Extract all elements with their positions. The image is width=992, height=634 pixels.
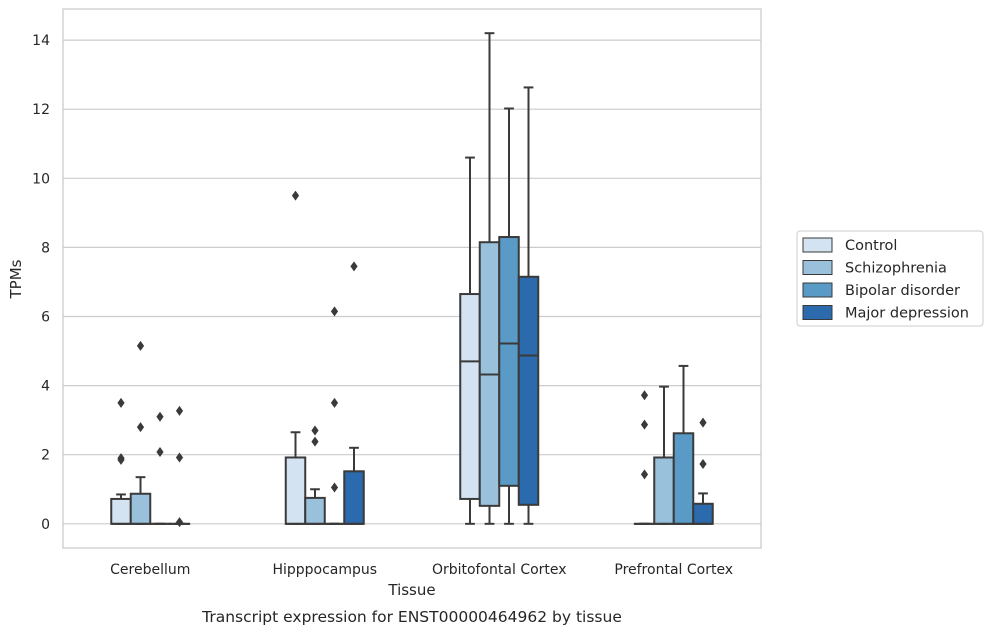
outlier-point: [699, 459, 707, 470]
box-rect: [304, 496, 326, 525]
plot-frame: [62, 8, 762, 549]
legend-swatch: [802, 260, 833, 275]
y-tick-label: 14: [32, 33, 50, 49]
legend-items: Control Schizophrenia Bipolar disorder Majo…: [802, 237, 969, 322]
outlier-point: [291, 190, 300, 201]
box-bipolar-disorder: [672, 364, 695, 525]
box-control: [284, 190, 307, 525]
outlier-point: [640, 390, 649, 401]
outlier-point: [117, 397, 125, 408]
x-tick-label: Orbitofontal Cortex: [432, 562, 567, 578]
grid-lines: [63, 39, 761, 525]
legend-frame: [796, 230, 984, 327]
x-tick-label: Cerebellum: [110, 562, 190, 578]
box-control: [633, 390, 656, 525]
box-control: [110, 397, 132, 525]
box-rect: [459, 293, 481, 500]
chart-caption: Transcript expression for ENST0000046496…: [201, 608, 622, 626]
box-rect: [517, 275, 540, 506]
box-bipolar-disorder: [498, 107, 520, 525]
y-tick-label: 0: [41, 517, 50, 533]
box-rect: [672, 432, 695, 525]
box-rect: [498, 236, 520, 487]
legend-swatch: [802, 305, 833, 320]
x-axis-title: Tissue: [387, 581, 435, 599]
outlier-point: [640, 469, 649, 480]
box-bipolar-disorder: [323, 306, 346, 525]
y-tick-label: 6: [41, 310, 50, 326]
legend-label: Control: [845, 238, 897, 254]
legend: Control Schizophrenia Bipolar disorder Majo…: [796, 230, 984, 327]
outlier-point: [175, 517, 184, 528]
outlier-point: [175, 452, 184, 463]
y-tick-label: 12: [32, 102, 50, 118]
box-major-depression: [692, 417, 714, 525]
outlier-point: [640, 419, 649, 430]
y-tick-label: 2: [41, 448, 50, 464]
x-tick-label: Hipppocampus: [272, 562, 377, 578]
outlier-point: [699, 417, 707, 428]
box-rect: [110, 497, 132, 525]
outlier-point: [350, 261, 358, 272]
box-rect: [653, 456, 675, 525]
outlier-point: [156, 411, 164, 422]
y-axis-title: TPMs: [7, 259, 25, 299]
box-schizophrenia: [304, 425, 326, 525]
outlier-point: [175, 405, 184, 416]
outlier-point: [136, 340, 145, 351]
box-major-depression: [517, 86, 540, 525]
outlier-point: [311, 425, 319, 436]
y-tick-label: 10: [32, 171, 50, 187]
box-major-depression: [168, 405, 191, 528]
legend-swatch: [802, 282, 833, 298]
box-schizophrenia: [653, 385, 675, 525]
outlier-point: [330, 306, 339, 317]
outlier-point: [136, 422, 145, 433]
box-major-depression: [343, 261, 365, 525]
outlier-point: [330, 397, 339, 408]
box-bipolar-disorder: [149, 411, 171, 525]
outlier-point: [311, 436, 319, 447]
legend-label: Bipolar disorder: [845, 283, 960, 299]
y-tick-label: 4: [41, 379, 50, 395]
legend-swatch: [802, 237, 833, 253]
box-rect: [284, 456, 307, 525]
outlier-point: [156, 446, 164, 457]
box-schizophrenia: [129, 340, 152, 525]
box-rect: [129, 492, 152, 525]
boxes: [110, 32, 714, 528]
outlier-point: [117, 454, 125, 465]
legend-label: Schizophrenia: [845, 261, 947, 277]
x-tick-labels: Cerebellum Hipppocampus Orbitofontal Corte…: [110, 562, 733, 578]
x-tick-label: Prefrontal Cortex: [614, 562, 733, 578]
y-tick-label: 8: [41, 240, 50, 256]
box-rect: [692, 502, 714, 525]
box-schizophrenia: [478, 32, 501, 525]
y-tick-labels: 0 2 4 6 8 10 12 14: [32, 33, 50, 533]
box-rect: [343, 470, 365, 525]
outlier-point: [330, 482, 339, 493]
legend-label: Major depression: [845, 306, 969, 322]
box-control: [459, 156, 481, 525]
